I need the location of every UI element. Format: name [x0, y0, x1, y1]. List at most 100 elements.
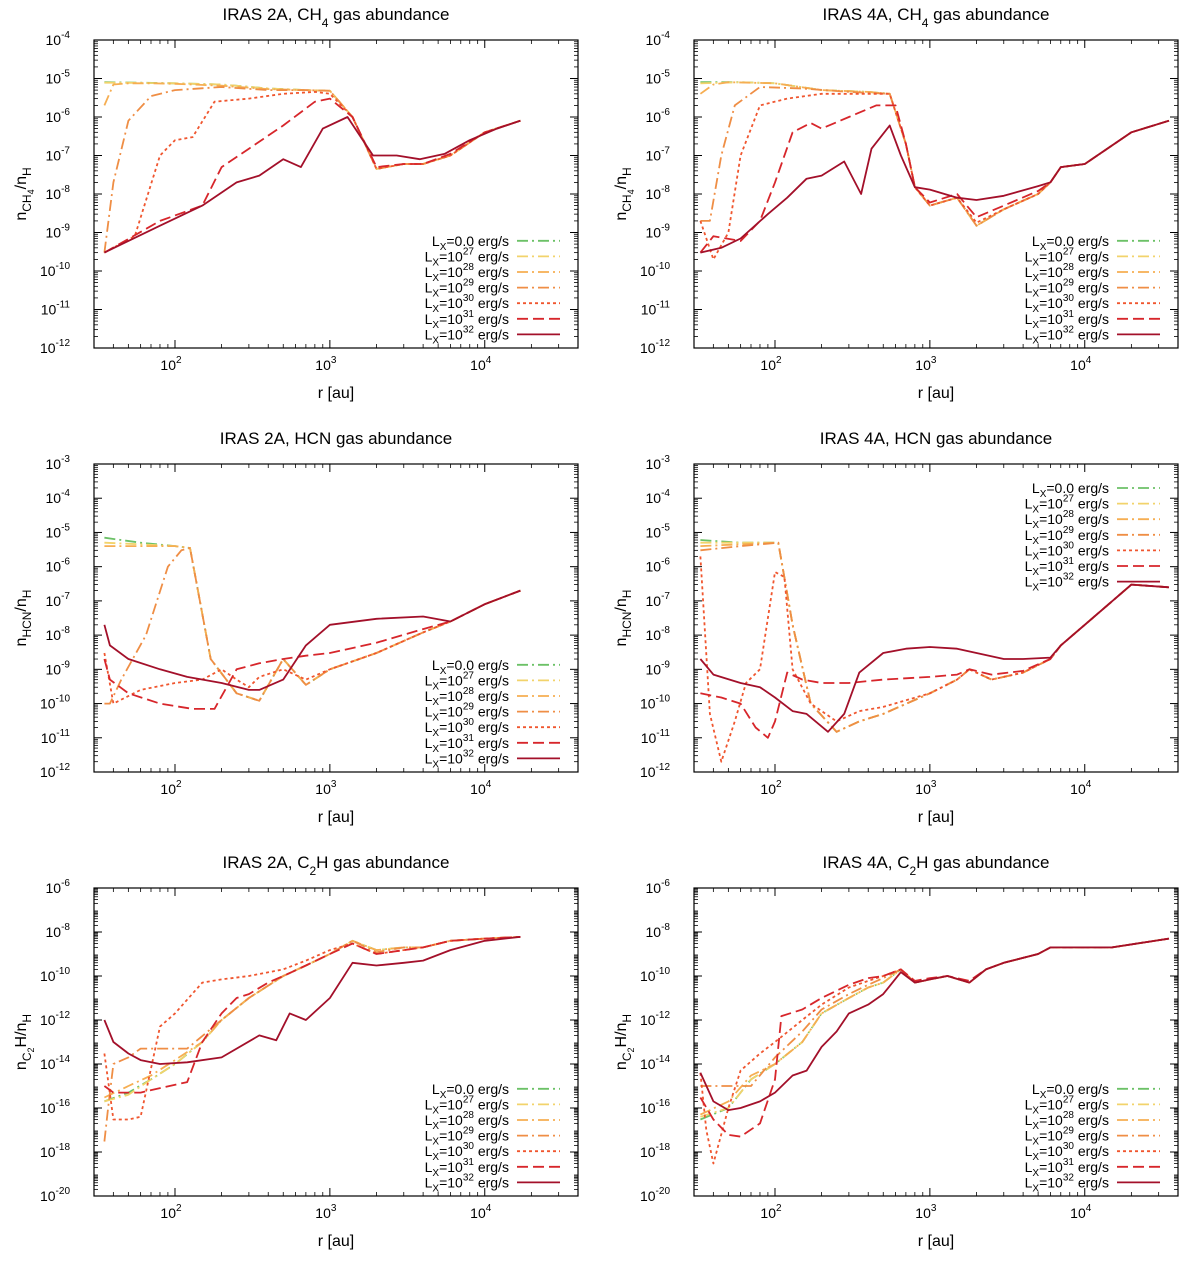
y-tick: 10-14 [640, 1054, 1178, 1072]
y-axis-label: nC2H/nH [613, 1014, 636, 1070]
svg-text:10-3: 10-3 [46, 454, 71, 472]
svg-text:LX=1027 erg/s: LX=1027 erg/s [1025, 1094, 1109, 1116]
svg-text:LX=1030 erg/s: LX=1030 erg/s [1025, 1141, 1109, 1163]
series-line-3 [103, 86, 521, 253]
svg-text:LX=1029 erg/s: LX=1029 erg/s [425, 278, 509, 300]
y-tick: 10-5 [646, 69, 1178, 87]
svg-text:10-6: 10-6 [46, 557, 71, 575]
svg-text:10-12: 10-12 [40, 338, 70, 356]
y-tick: 10-18 [640, 1142, 1178, 1160]
series-line-2 [103, 82, 521, 170]
series-line-5 [700, 583, 1170, 739]
legend-item: LX=0.0 erg/s [1032, 233, 1160, 253]
svg-text:LX=0.0 erg/s: LX=0.0 erg/s [432, 233, 509, 253]
svg-text:10-8: 10-8 [46, 922, 71, 940]
legend-item: LX=1029 erg/s [1025, 525, 1160, 547]
svg-text:10-8: 10-8 [46, 625, 71, 643]
svg-text:LX=1031 erg/s: LX=1031 erg/s [425, 309, 509, 331]
y-tick: 10-8 [46, 922, 578, 940]
y-tick: 10-16 [40, 1098, 578, 1116]
svg-text:102: 102 [160, 1203, 182, 1221]
x-tick: 103 [915, 464, 937, 797]
chart-iras2a-ch4: IRAS 2A, CH4 gas abundance 10-12 10-11 10-1… [0, 0, 600, 424]
svg-text:10-10: 10-10 [640, 261, 670, 279]
y-tick: 10-11 [641, 728, 1178, 746]
series-line-2 [104, 936, 521, 1099]
svg-text:102: 102 [760, 1203, 782, 1221]
svg-text:LX=1028 erg/s: LX=1028 erg/s [1025, 1110, 1109, 1132]
series-line-3 [104, 547, 521, 705]
svg-text:10-9: 10-9 [46, 223, 71, 241]
y-axis-label: nCH4/nH [13, 167, 36, 220]
svg-text:LX=0.0 erg/s: LX=0.0 erg/s [1032, 233, 1109, 253]
svg-text:LX=1031 erg/s: LX=1031 erg/s [425, 733, 509, 755]
svg-text:10-8: 10-8 [646, 922, 671, 940]
svg-text:LX=1032 erg/s: LX=1032 erg/s [1025, 1172, 1109, 1194]
x-axis-label: r [au] [918, 809, 954, 826]
x-tick: 102 [160, 888, 182, 1221]
chart-iras4a-hcn: IRAS 4A, HCN gas abundance 10-12 10-11 10-1… [600, 424, 1200, 848]
y-tick: 10-10 [40, 694, 578, 712]
y-tick: 10-6 [646, 878, 1178, 896]
chart-svg: IRAS 2A, CH4 gas abundance 10-12 10-11 10-1… [13, 5, 579, 402]
series-line-3 [700, 541, 1170, 733]
y-tick: 10-8 [646, 625, 1178, 643]
svg-text:10-4: 10-4 [46, 488, 71, 506]
svg-text:LX=1032 erg/s: LX=1032 erg/s [425, 324, 509, 346]
svg-text:10-12: 10-12 [40, 762, 70, 780]
legend-item: LX=1032 erg/s [1025, 572, 1160, 594]
legend-item: LX=1032 erg/s [1025, 324, 1160, 346]
svg-text:104: 104 [1070, 779, 1092, 797]
svg-text:103: 103 [315, 779, 337, 797]
svg-text:10-10: 10-10 [40, 966, 70, 984]
svg-text:10-20: 10-20 [40, 1186, 70, 1204]
svg-text:10-6: 10-6 [46, 878, 71, 896]
x-tick: 103 [315, 40, 337, 373]
series-line-3 [700, 937, 1170, 1087]
x-tick: 103 [915, 40, 937, 373]
legend-item: LX=1030 erg/s [425, 717, 560, 739]
plot-frame [693, 463, 1179, 773]
series-line-1 [104, 81, 521, 170]
legend-item: LX=1029 erg/s [425, 278, 560, 300]
y-tick: 10-6 [646, 107, 1178, 125]
y-tick: 10-3 [46, 454, 578, 472]
svg-text:10-20: 10-20 [640, 1186, 670, 1204]
y-tick: 10-10 [40, 261, 578, 279]
x-tick: 104 [1070, 888, 1092, 1221]
svg-text:LX=1030 erg/s: LX=1030 erg/s [425, 293, 509, 315]
y-tick: 10-8 [46, 184, 578, 202]
svg-text:10-6: 10-6 [646, 878, 671, 896]
y-tick: 10-4 [46, 488, 578, 506]
chart-iras4a-ch4: IRAS 4A, CH4 gas abundance 10-12 10-11 10-1… [600, 0, 1200, 424]
y-tick: 10-20 [40, 1186, 578, 1204]
svg-text:LX=1031 erg/s: LX=1031 erg/s [1025, 1157, 1109, 1179]
plot-frame [93, 463, 579, 773]
svg-text:10-9: 10-9 [646, 223, 671, 241]
plot-frame [93, 887, 579, 1197]
y-tick: 10-7 [646, 146, 1178, 164]
x-tick: 103 [915, 888, 937, 1221]
svg-text:LX=1027 erg/s: LX=1027 erg/s [1025, 246, 1109, 268]
svg-text:103: 103 [315, 355, 337, 373]
x-tick: 102 [160, 464, 182, 797]
svg-text:10-4: 10-4 [646, 488, 671, 506]
legend-item: LX=0.0 erg/s [1032, 1081, 1160, 1101]
y-tick: 10-10 [40, 966, 578, 984]
svg-text:LX=1028 erg/s: LX=1028 erg/s [425, 686, 509, 708]
svg-text:10-4: 10-4 [46, 30, 71, 48]
svg-text:10-5: 10-5 [46, 69, 71, 87]
legend-item: LX=1027 erg/s [1025, 494, 1160, 516]
x-tick: 104 [1070, 40, 1092, 373]
legend-item: LX=1028 erg/s [1025, 1110, 1160, 1132]
svg-text:LX=1031 erg/s: LX=1031 erg/s [1025, 309, 1109, 331]
x-axis-label: r [au] [318, 1233, 354, 1250]
svg-text:10-18: 10-18 [640, 1142, 670, 1160]
y-tick: 10-3 [646, 454, 1178, 472]
y-tick: 10-12 [40, 338, 578, 356]
svg-text:LX=1029 erg/s: LX=1029 erg/s [425, 1126, 509, 1148]
svg-text:10-5: 10-5 [646, 69, 671, 87]
svg-text:LX=1030 erg/s: LX=1030 erg/s [1025, 293, 1109, 315]
series-line-5 [103, 936, 521, 1094]
